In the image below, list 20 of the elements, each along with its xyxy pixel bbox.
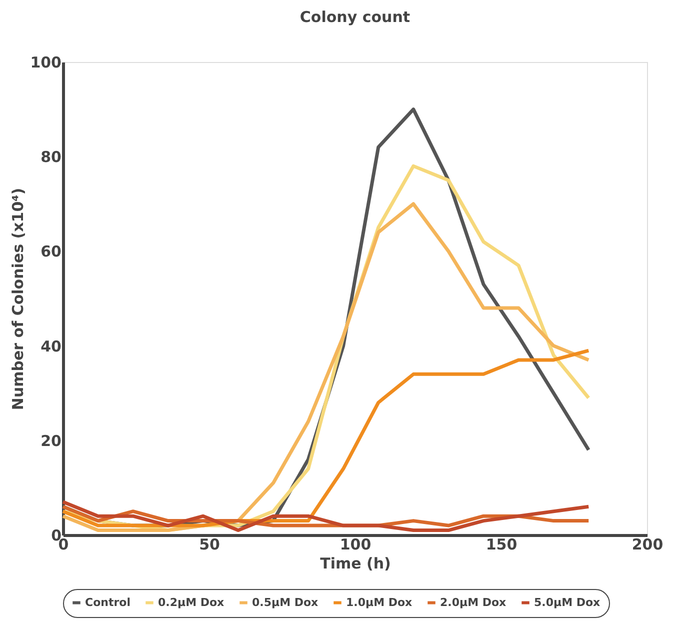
x-tick-label: 150: [486, 536, 518, 554]
legend-label: 0.2μM Dox: [158, 596, 224, 609]
legend-label: 2.0μM Dox: [440, 596, 506, 609]
y-tick-label: 40: [40, 337, 62, 356]
y-tick-label: 60: [40, 242, 62, 261]
line-series: [61, 500, 590, 532]
y-axis-title: Number of Colonies (x10⁴): [9, 188, 28, 410]
chart-title: Colony count: [300, 8, 410, 26]
legend-label: Control: [85, 596, 130, 609]
x-tick-label: 200: [632, 536, 664, 554]
x-tick-label: 50: [199, 536, 220, 554]
y-tick-label: 80: [40, 148, 62, 166]
line-series: [61, 348, 590, 528]
x-tick-label: 100: [340, 536, 372, 554]
legend-label: 5.0μM Dox: [534, 596, 600, 609]
y-tick-label: 20: [40, 432, 62, 450]
legend-label: 0.5μM Dox: [252, 596, 318, 609]
y-tick-label: 100: [30, 54, 62, 72]
legend-label: 1.0μM Dox: [346, 596, 412, 609]
x-axis-title: Time (h): [320, 554, 391, 572]
